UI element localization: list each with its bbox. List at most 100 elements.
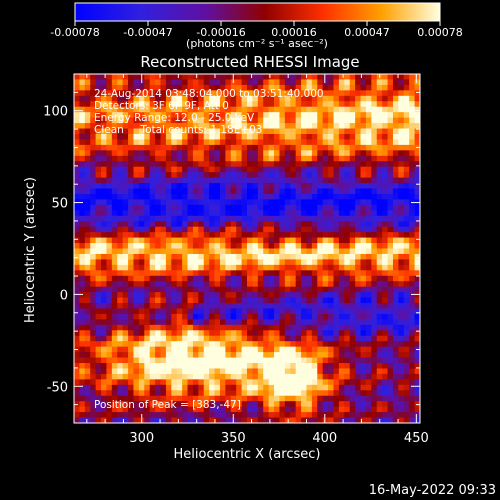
heatmap-cell: [160, 74, 167, 81]
heatmap-cell: [274, 395, 281, 402]
heatmap-cell: [317, 95, 324, 102]
heatmap-cell: [225, 74, 232, 81]
heatmap-cell: [160, 79, 167, 86]
heatmap-cell: [349, 308, 356, 315]
heatmap-cell: [74, 221, 81, 228]
heatmap-cell: [306, 259, 313, 266]
heatmap-cell: [403, 264, 410, 271]
heatmap-cell: [360, 395, 367, 402]
heatmap-cell: [214, 270, 221, 277]
heatmap-cell: [274, 172, 281, 179]
heatmap-cell: [122, 264, 129, 271]
heatmap-cell: [274, 188, 281, 195]
heatmap-cell: [241, 128, 248, 135]
heatmap-cell: [311, 379, 318, 386]
heatmap-cell: [106, 166, 113, 173]
heatmap-cell: [414, 210, 420, 217]
heatmap-cell: [133, 101, 140, 108]
heatmap-cell: [338, 172, 345, 179]
heatmap-cell: [101, 346, 108, 353]
heatmap-cell: [225, 319, 232, 326]
heatmap-cell: [274, 313, 281, 320]
heatmap-cell: [90, 303, 97, 310]
heatmap-cell: [90, 281, 97, 288]
heatmap-cell: [360, 172, 367, 179]
heatmap-cell: [74, 264, 81, 271]
heatmap-cell: [101, 139, 108, 146]
heatmap-cell: [84, 139, 91, 146]
heatmap-cell: [192, 357, 199, 364]
heatmap-cell: [176, 139, 183, 146]
heatmap-cell: [338, 193, 345, 201]
heatmap-cell: [209, 101, 216, 108]
heatmap-cell: [171, 275, 178, 282]
heatmap-cell: [74, 232, 81, 239]
heatmap-cell: [257, 281, 264, 288]
heatmap-cell: [219, 183, 226, 190]
heatmap-cell: [101, 128, 108, 135]
heatmap-cell: [365, 297, 372, 304]
heatmap-cell: [290, 210, 297, 217]
heatmap-cell: [306, 166, 313, 173]
heatmap-cell: [263, 204, 270, 211]
heatmap-cell: [371, 412, 378, 419]
heatmap-cell: [306, 204, 313, 211]
heatmap-cell: [295, 161, 302, 168]
heatmap-cell: [349, 303, 356, 310]
heatmap-cell: [365, 106, 372, 113]
heatmap-cell: [165, 193, 172, 201]
heatmap-cell: [106, 373, 113, 380]
heatmap-cell: [268, 406, 275, 413]
heatmap-cell: [122, 123, 129, 130]
heatmap-cell: [144, 395, 151, 402]
heatmap-cell: [344, 84, 351, 91]
heatmap-cell: [209, 384, 216, 391]
heatmap-cell: [144, 373, 151, 380]
heatmap-cell: [187, 144, 194, 151]
heatmap-cell: [84, 193, 91, 201]
heatmap-cell: [398, 390, 405, 397]
heatmap-cell: [84, 330, 91, 337]
heatmap-cell: [371, 341, 378, 348]
heatmap-cell: [95, 133, 102, 141]
heatmap-cell: [203, 417, 210, 423]
heatmap-cell: [290, 79, 297, 86]
heatmap-cell: [403, 106, 410, 113]
heatmap-cell: [344, 248, 351, 255]
heatmap-cell: [322, 341, 329, 348]
heatmap-cell: [182, 363, 189, 370]
heatmap-cell: [128, 313, 135, 320]
heatmap-cell: [333, 417, 340, 423]
heatmap-cell: [144, 112, 151, 119]
heatmap-cell: [306, 368, 313, 375]
heatmap-cell: [209, 210, 216, 217]
heatmap-cell: [95, 232, 102, 239]
heatmap-cell: [192, 90, 199, 97]
heatmap-cell: [198, 199, 205, 206]
heatmap-cell: [322, 406, 329, 413]
heatmap-cell: [214, 123, 221, 130]
heatmap-cell: [106, 406, 113, 413]
heatmap-cell: [230, 352, 237, 359]
heatmap-cell: [333, 275, 340, 282]
heatmap-cell: [79, 79, 86, 86]
heatmap-cell: [284, 297, 291, 304]
heatmap-cell: [111, 101, 118, 108]
heatmap-cell: [117, 259, 124, 266]
heatmap-cell: [290, 144, 297, 151]
heatmap-cell: [198, 259, 205, 266]
heatmap-cell: [84, 177, 91, 184]
heatmap-cell: [263, 286, 270, 293]
heatmap-cell: [349, 139, 356, 146]
heatmap-cell: [311, 183, 318, 190]
heatmap-cell: [128, 128, 135, 135]
heatmap-cell: [376, 395, 383, 402]
heatmap-cell: [284, 172, 291, 179]
heatmap-cell: [128, 357, 135, 364]
heatmap-cell: [268, 74, 275, 81]
heatmap-cell: [144, 275, 151, 282]
heatmap-cell: [171, 259, 178, 266]
heatmap-cell: [176, 95, 183, 102]
heatmap-cell: [149, 215, 156, 222]
heatmap-cell: [128, 281, 135, 288]
